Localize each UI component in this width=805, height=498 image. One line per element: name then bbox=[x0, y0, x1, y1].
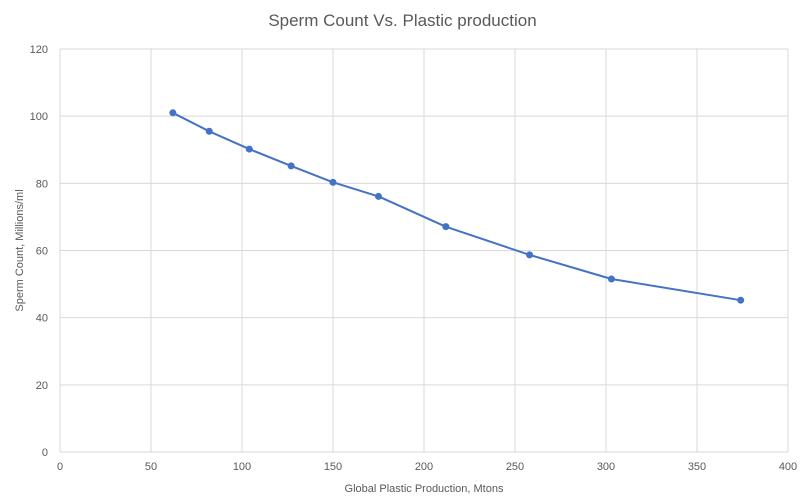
x-tick-label: 350 bbox=[688, 461, 706, 473]
data-point bbox=[169, 109, 177, 117]
data-point bbox=[526, 251, 534, 259]
data-point bbox=[442, 223, 450, 231]
x-tick-label: 400 bbox=[779, 461, 797, 473]
series-line bbox=[172, 111, 741, 302]
y-tick-label: 60 bbox=[36, 246, 48, 258]
data-point bbox=[607, 275, 615, 283]
y-tick-label: 80 bbox=[36, 178, 48, 190]
series-layer bbox=[169, 109, 745, 304]
x-tick-label: 200 bbox=[415, 461, 433, 473]
chart-title: Sperm Count Vs. Plastic production bbox=[268, 11, 537, 30]
data-point bbox=[205, 127, 213, 135]
x-tick-label: 0 bbox=[57, 461, 63, 473]
x-axis-title: Global Plastic Production, Mtons bbox=[345, 483, 504, 495]
x-tick-label: 250 bbox=[506, 461, 524, 473]
y-tick-label: 100 bbox=[30, 111, 48, 123]
data-point bbox=[737, 296, 745, 304]
x-tick-label: 100 bbox=[233, 461, 251, 473]
grid-lines bbox=[59, 48, 789, 453]
data-point bbox=[287, 162, 295, 170]
y-tick-label: 20 bbox=[36, 380, 48, 392]
tick-labels: 0 50 100 150 200 250 300 350 400 0 20 40 60 80 100 120 bbox=[30, 44, 798, 473]
y-tick-label: 0 bbox=[42, 447, 48, 459]
data-point bbox=[329, 178, 337, 186]
y-axis-title: Sperm Count, Millions/ml bbox=[14, 189, 26, 311]
x-tick-label: 150 bbox=[324, 461, 342, 473]
y-tick-label: 120 bbox=[30, 44, 48, 56]
x-tick-label: 300 bbox=[597, 461, 615, 473]
x-tick-label: 50 bbox=[145, 461, 157, 473]
data-point bbox=[245, 145, 253, 153]
y-tick-label: 40 bbox=[36, 313, 48, 325]
data-point bbox=[375, 192, 382, 200]
